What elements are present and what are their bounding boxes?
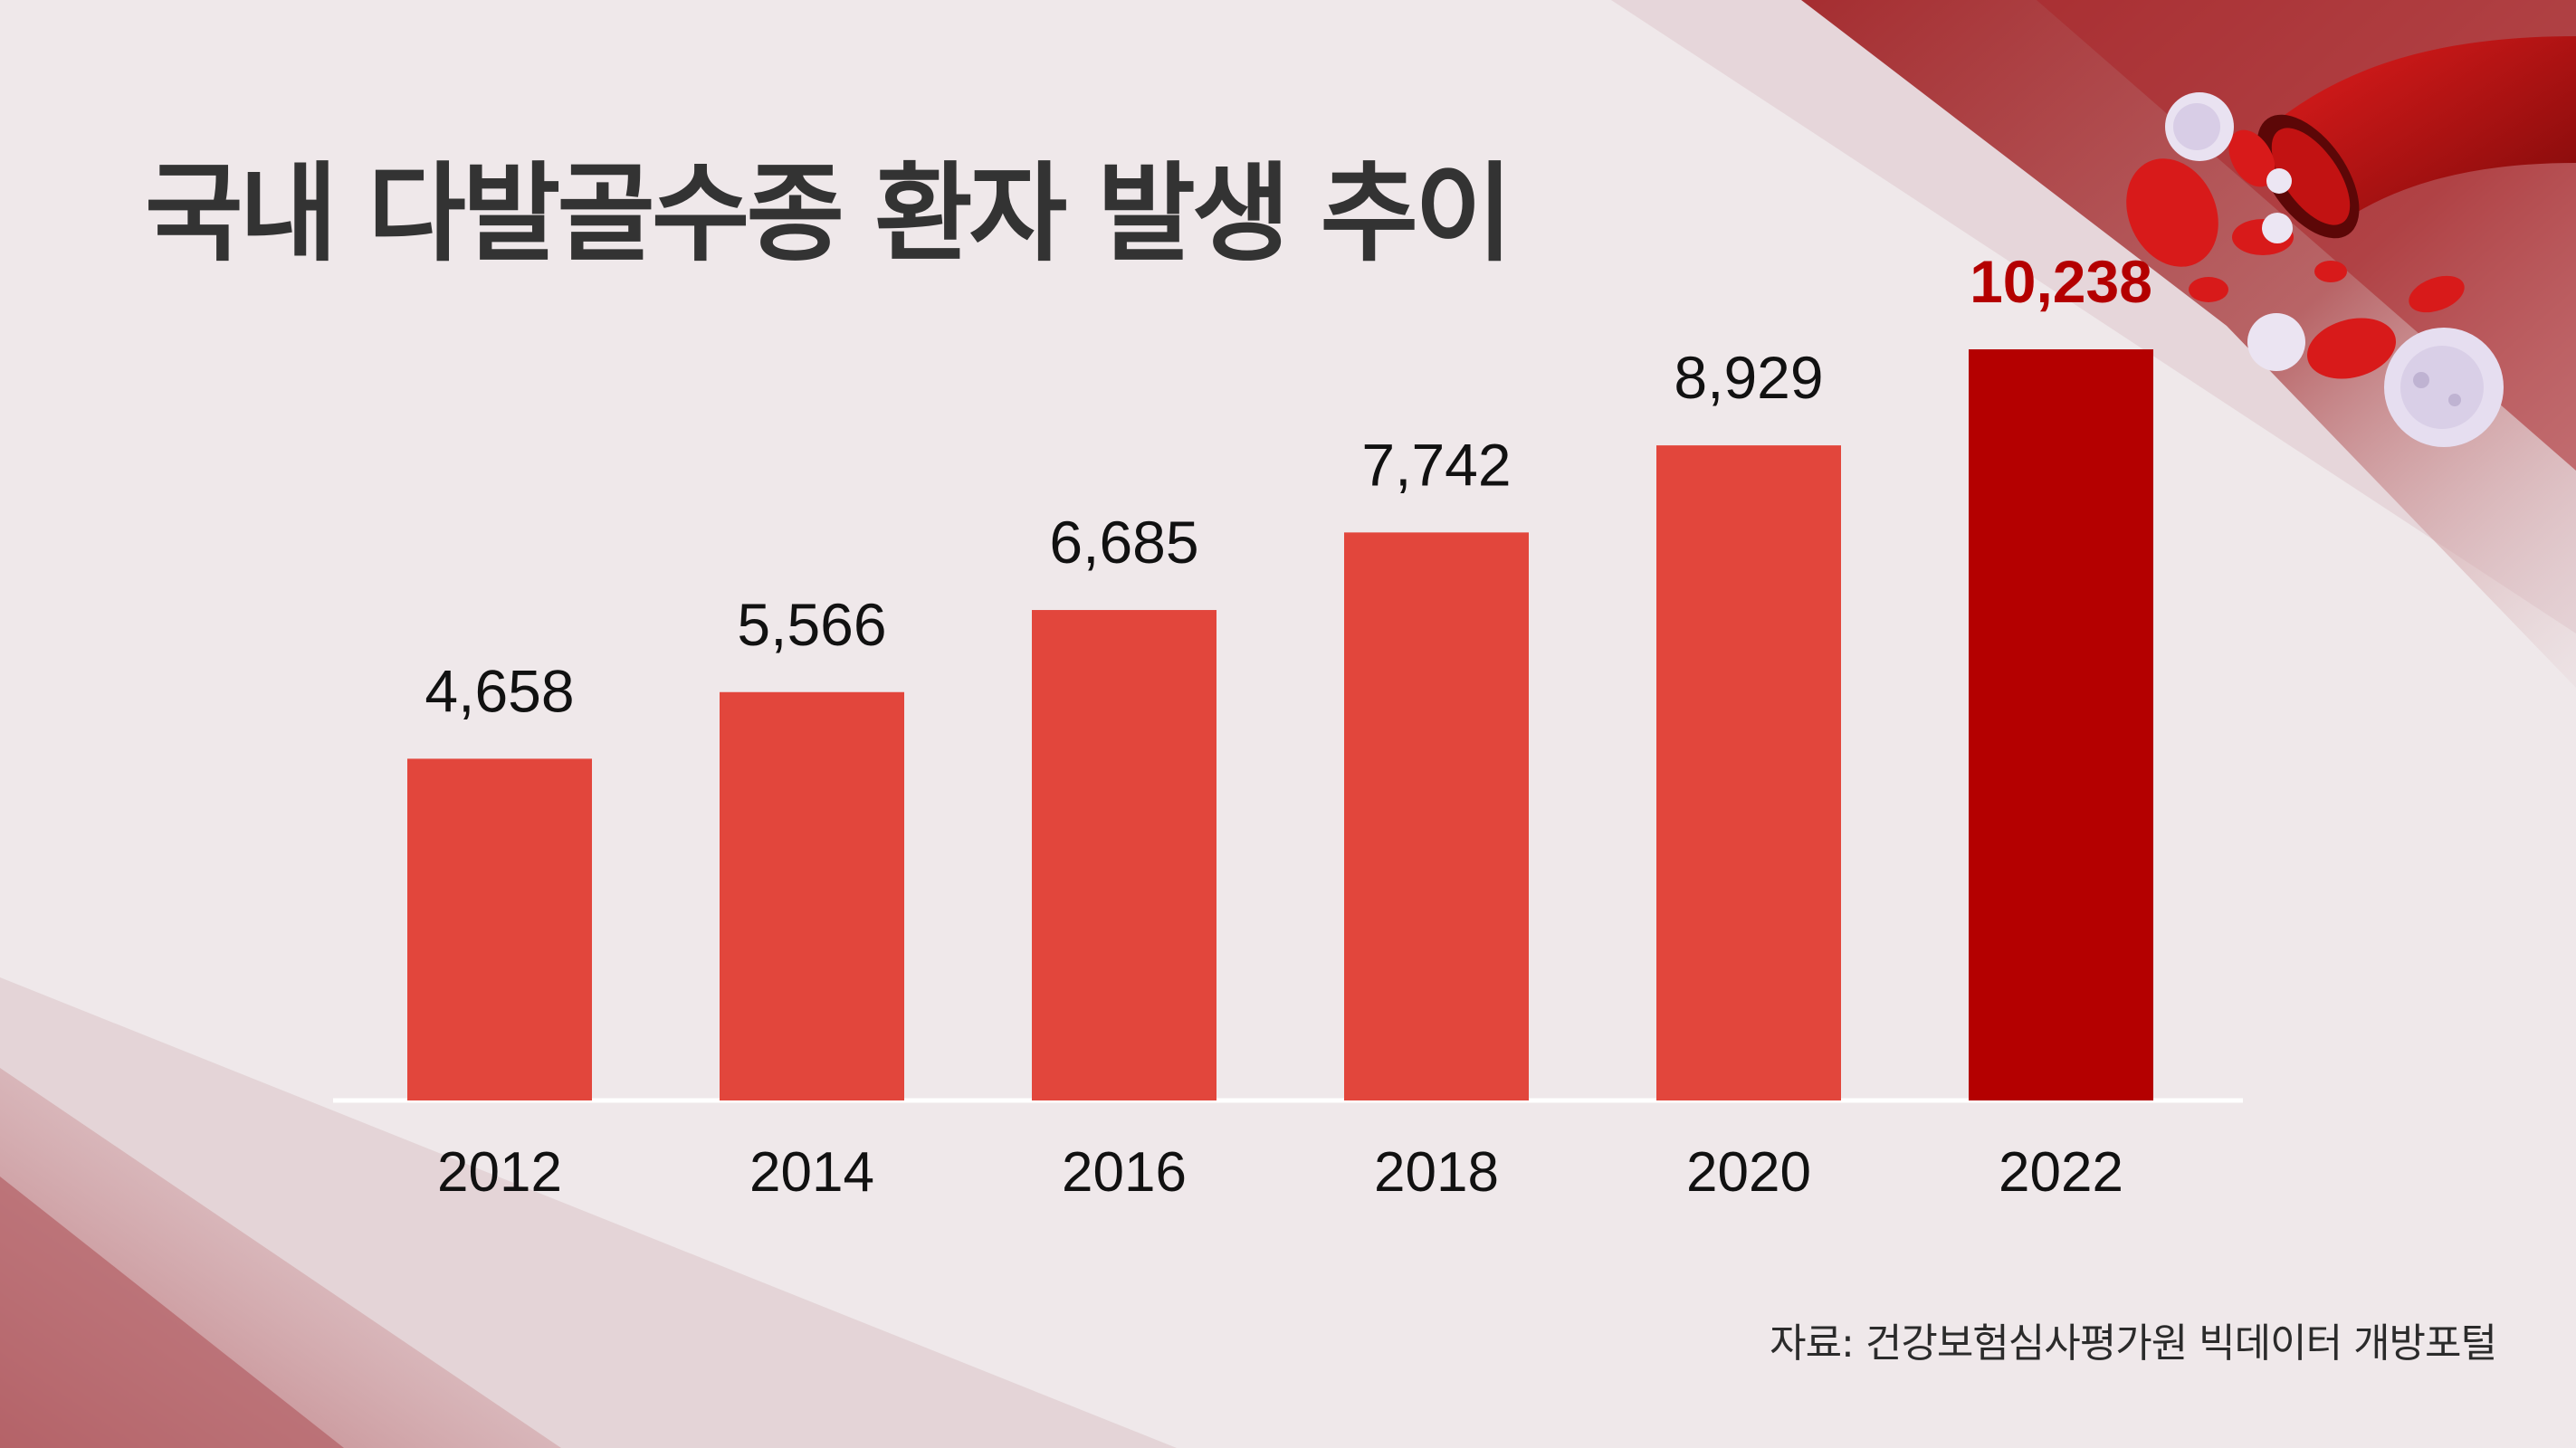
bar-2014: [720, 691, 904, 1100]
x-tick-label-2022: 2022: [1999, 1141, 2123, 1204]
red-blood-cell-icon: [2126, 129, 2465, 379]
value-label-2022: 10,238: [1970, 248, 2152, 315]
value-label-2012: 4,658: [425, 657, 574, 724]
page-title: 국내 다발골수종 환자 발생 추이: [145, 151, 1513, 276]
x-tick-label-2016: 2016: [1062, 1141, 1187, 1204]
bar-2012: [407, 758, 592, 1100]
x-tick-label-2018: 2018: [1374, 1141, 1499, 1204]
value-label-2018: 7,742: [1361, 431, 1511, 498]
blood-vessel-illustration: [2256, 36, 2576, 239]
x-tick-label-2020: 2020: [1686, 1141, 1811, 1204]
white-blood-cell-icon: [2165, 92, 2504, 447]
value-label-2016: 6,685: [1049, 509, 1198, 576]
bar-2016: [1032, 610, 1216, 1100]
x-tick-label-2012: 2012: [437, 1141, 562, 1204]
value-label-2020: 8,929: [1674, 344, 1823, 411]
value-label-2014: 5,566: [737, 591, 886, 658]
x-tick-label-2014: 2014: [749, 1141, 874, 1204]
bar-2022: [1969, 349, 2153, 1100]
source-note: 자료: 건강보험심사평가원 빅데이터 개방포털: [1770, 1320, 2497, 1367]
bar-2018: [1344, 532, 1529, 1100]
bar-2020: [1656, 445, 1841, 1100]
